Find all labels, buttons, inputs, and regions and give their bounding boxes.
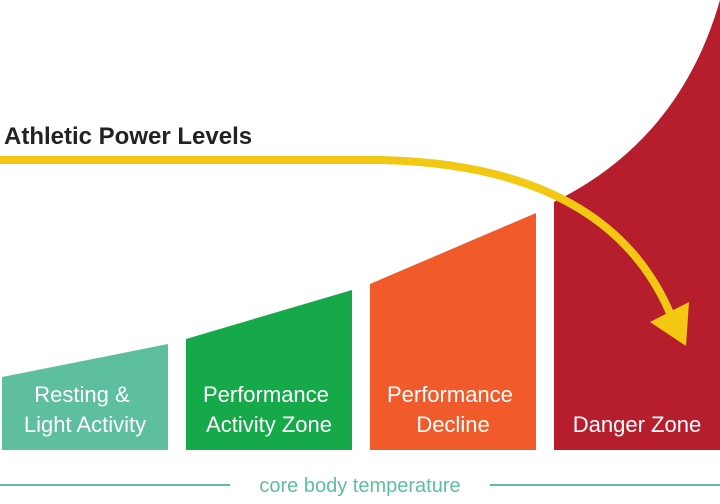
- power-arrow: [0, 156, 676, 320]
- zone-label: Performance Decline: [387, 382, 519, 437]
- zone-label-line: Activity Zone: [206, 412, 332, 437]
- arrow-head: [650, 302, 689, 346]
- zone-label: Danger Zone: [573, 412, 701, 437]
- zone-label-line: Performance: [387, 382, 513, 407]
- zone-label: Resting & Light Activity: [24, 382, 146, 437]
- zone-shape: [2, 344, 168, 450]
- zone-shape: [370, 213, 536, 450]
- zone-label-line: Performance: [203, 382, 329, 407]
- zone-label-line: Resting &: [34, 382, 130, 407]
- zone-shape: [186, 290, 352, 450]
- zone-label-line: Danger Zone: [573, 412, 701, 437]
- axis-label: core body temperature: [259, 475, 460, 497]
- zone-label-line: Light Activity: [24, 412, 146, 437]
- title: Athletic Power Levels: [4, 123, 252, 150]
- zone-label: Performance Activity Zone: [203, 382, 335, 437]
- zone-label-line: Decline: [416, 412, 489, 437]
- zone-shape: [554, 0, 720, 450]
